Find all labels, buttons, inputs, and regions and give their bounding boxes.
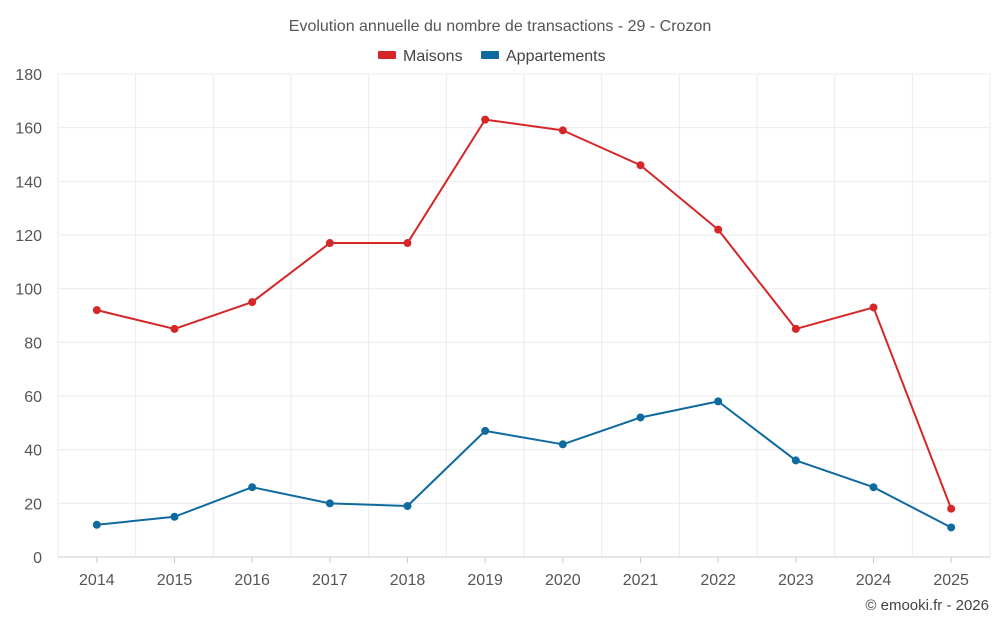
data-point-appartements-2024[interactable] [869,483,878,492]
data-point-maisons-2025[interactable] [947,504,956,513]
grid [57,73,991,557]
series-line-maisons [96,118,953,510]
x-tick-label: 2021 [623,572,659,589]
x-axis: 2014 2015 2016 2017 2018 2019 2020 2021 2022 2023… [58,556,990,589]
data-point-appartements-2018[interactable] [403,502,412,511]
data-point-maisons-2020[interactable] [558,126,567,135]
x-tick-label: 2024 [856,572,892,589]
x-tick-label: 2017 [312,572,348,589]
series-group [92,115,956,532]
data-point-maisons-2014[interactable] [92,306,101,315]
x-tick-label: 2014 [79,572,115,589]
data-point-maisons-2016[interactable] [248,298,257,307]
data-point-appartements-2023[interactable] [791,456,800,465]
data-point-appartements-2020[interactable] [558,440,567,449]
data-point-appartements-2021[interactable] [636,413,645,422]
y-tick-label: 80 [24,335,42,352]
x-tick-label: 2019 [467,572,503,589]
x-tick-label: 2025 [933,572,969,589]
data-point-appartements-2019[interactable] [481,426,490,435]
y-axis: 0 20 40 60 80 100 120 140 160 180 [15,67,42,567]
legend-item-maisons[interactable]: Maisons [378,48,463,65]
y-tick-label: 0 [33,550,42,567]
data-point-appartements-2025[interactable] [947,523,956,532]
y-tick-label: 20 [24,496,42,513]
legend-label-appartements: Appartements [506,48,606,65]
x-tick-label: 2020 [545,572,581,589]
data-point-maisons-2022[interactable] [714,225,723,234]
y-tick-label: 40 [24,443,42,460]
data-point-maisons-2018[interactable] [403,239,412,248]
data-point-appartements-2014[interactable] [92,520,101,529]
y-tick-label: 100 [15,282,42,299]
y-tick-label: 160 [15,121,42,138]
y-tick-label: 120 [15,228,42,245]
data-point-maisons-2024[interactable] [869,303,878,312]
data-point-maisons-2021[interactable] [636,161,645,170]
data-point-maisons-2023[interactable] [791,324,800,333]
y-tick-label: 60 [24,389,42,406]
legend-swatch-appartements [481,51,499,59]
x-tick-label: 2018 [390,572,426,589]
x-tick-label: 2022 [700,572,736,589]
chart-title: Evolution annuelle du nombre de transact… [289,18,711,35]
legend-swatch-maisons [378,51,396,59]
data-point-appartements-2016[interactable] [248,483,257,492]
data-point-maisons-2017[interactable] [325,239,334,248]
series-maisons [92,115,956,513]
data-point-maisons-2015[interactable] [170,324,179,333]
x-tick-label: 2023 [778,572,814,589]
series-appartements [92,397,956,532]
x-tick-label: 2016 [234,572,270,589]
data-point-appartements-2017[interactable] [325,499,334,508]
y-tick-label: 180 [15,67,42,84]
legend-label-maisons: Maisons [403,48,463,65]
data-point-appartements-2022[interactable] [714,397,723,406]
legend[interactable]: Maisons Appartements [378,48,606,65]
x-tick-label: 2015 [157,572,193,589]
series-line-appartements [96,400,952,529]
legend-item-appartements[interactable]: Appartements [481,48,606,65]
y-tick-label: 140 [15,174,42,191]
data-point-appartements-2015[interactable] [170,512,179,521]
credit-text: © emooki.fr - 2026 [865,597,989,614]
data-point-maisons-2019[interactable] [481,115,490,124]
